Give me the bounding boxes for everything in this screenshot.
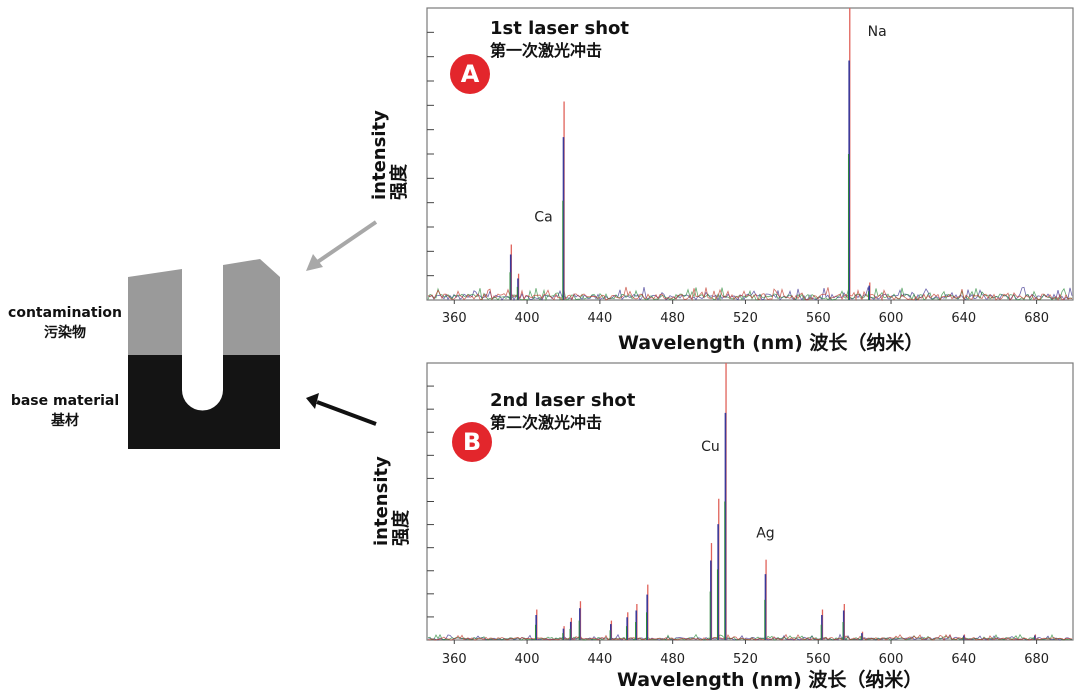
panel-b-title-zh: 第二次激光冲击 bbox=[490, 413, 603, 432]
panel-b-ylabel-zh: 强度 bbox=[391, 510, 412, 546]
base-material-label-zh: 基材 bbox=[51, 413, 79, 429]
x-tick-label-a: 360 bbox=[442, 311, 467, 326]
contamination-layer-right bbox=[223, 259, 280, 355]
panel-a-ylabel-en: intensity bbox=[369, 110, 390, 200]
peak-annotation-a: Ca bbox=[534, 209, 552, 225]
base-material-label-block: base material 基材 bbox=[2, 391, 128, 431]
x-tick-label-a: 560 bbox=[806, 311, 831, 326]
plot-frame-b bbox=[426, 362, 1074, 641]
plot-frame-a bbox=[426, 7, 1074, 301]
x-tick-label-a: 520 bbox=[733, 311, 758, 326]
x-tick-label-b: 560 bbox=[806, 652, 831, 667]
panel-b-ylabel: intensity 强度 bbox=[371, 456, 412, 546]
x-tick-label-b: 520 bbox=[733, 652, 758, 667]
x-tick-label-b: 600 bbox=[879, 652, 904, 667]
arrow-head-contamination bbox=[306, 254, 323, 271]
panel-b-badge: B bbox=[452, 422, 492, 462]
peak-annotation-b: Ag bbox=[756, 526, 774, 542]
x-tick-label-b: 480 bbox=[660, 652, 685, 667]
panel-a-title-zh: 第一次激光冲击 bbox=[490, 41, 603, 60]
x-tick-label-b: 640 bbox=[951, 652, 976, 667]
arrows bbox=[306, 220, 378, 426]
peak-annotation-b: Cu bbox=[701, 439, 720, 455]
x-tick-label-a: 480 bbox=[660, 311, 685, 326]
x-tick-label-b: 360 bbox=[442, 652, 467, 667]
x-tick-label-a: 440 bbox=[587, 311, 612, 326]
panel-a-title-block: 1st laser shot 第一次激光冲击 bbox=[490, 18, 629, 62]
x-tick-label-b: 680 bbox=[1024, 652, 1049, 667]
spectrum-chart-b: 360 400 440 480 520 560 600 640 680 Cu Ag bbox=[426, 362, 1074, 667]
x-tick-label-b: 440 bbox=[587, 652, 612, 667]
arrow-to-contamination bbox=[314, 220, 378, 265]
arrow-to-base bbox=[316, 400, 377, 426]
panel-a-ylabel: intensity 强度 bbox=[369, 110, 410, 200]
x-tick-label-a: 680 bbox=[1024, 311, 1049, 326]
x-tick-label-a: 600 bbox=[879, 311, 904, 326]
panel-a-title: 1st laser shot bbox=[490, 18, 629, 39]
arrow-head-base bbox=[306, 393, 319, 409]
contamination-layer-left bbox=[128, 269, 182, 355]
panel-b-xlabel: Wavelength (nm) 波长（纳米） bbox=[617, 669, 923, 691]
base-material-block bbox=[128, 355, 280, 449]
panel-b-title-block: 2nd laser shot 第二次激光冲击 bbox=[490, 390, 635, 434]
contamination-label: contamination bbox=[8, 305, 122, 321]
noise-trace-a bbox=[427, 286, 1073, 302]
base-material-label: base material bbox=[10, 393, 120, 409]
contamination-label-zh: 污染物 bbox=[44, 325, 86, 341]
panel-a-xlabel: Wavelength (nm) 波长（纳米） bbox=[618, 332, 924, 354]
contamination-label-block: contamination 污染物 bbox=[2, 303, 128, 343]
panel-b-ylabel-en: intensity bbox=[371, 456, 392, 546]
sample-cross-section bbox=[128, 259, 280, 449]
x-tick-label-a: 400 bbox=[515, 311, 540, 326]
x-tick-label-b: 400 bbox=[515, 652, 540, 667]
panel-b-title: 2nd laser shot bbox=[490, 390, 636, 411]
peak-annotation-a: Na bbox=[868, 24, 887, 40]
x-tick-label-a: 640 bbox=[951, 311, 976, 326]
panel-a-ylabel-zh: 强度 bbox=[389, 164, 410, 200]
spectrum-chart-a: 360 400 440 480 520 560 600 640 680 Ca Na bbox=[426, 7, 1074, 326]
panel-a-badge: A bbox=[450, 54, 490, 94]
